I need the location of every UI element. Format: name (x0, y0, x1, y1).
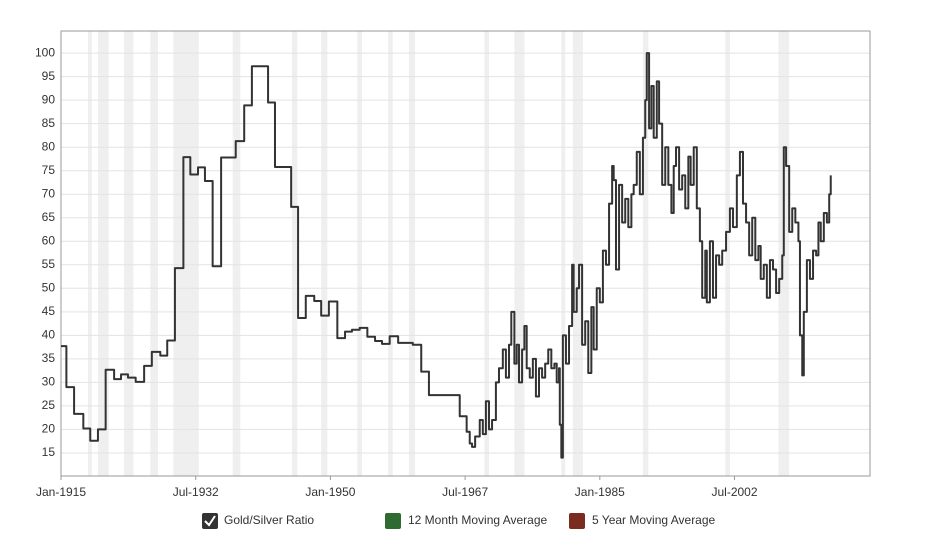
y-tick-label: 15 (42, 445, 56, 459)
y-tick-label: 20 (42, 422, 56, 436)
y-tick-label: 60 (42, 233, 56, 247)
shaded-range (124, 31, 134, 476)
plot-border (60, 30, 871, 477)
shaded-range (388, 31, 393, 476)
x-tick-label: Jan-1915 (36, 485, 86, 499)
x-tick-label: Jul-1967 (442, 485, 488, 499)
shaded-range (572, 31, 583, 476)
y-tick-label: 100 (35, 45, 55, 59)
x-tick-label: Jan-1985 (575, 485, 625, 499)
y-tick-label: 50 (42, 280, 56, 294)
shaded-range (408, 31, 416, 476)
legend-checkbox[interactable] (202, 513, 218, 529)
y-tick-label: 65 (42, 210, 56, 224)
data-line (61, 52, 832, 459)
shaded-range (87, 31, 92, 476)
y-tick-label: 25 (42, 398, 56, 412)
y-tick-label: 80 (42, 139, 56, 153)
y-tick-label: 55 (42, 257, 56, 271)
legend-label: Gold/Silver Ratio (224, 513, 314, 527)
y-tick-label: 85 (42, 116, 56, 130)
x-tick-label: Jul-2002 (712, 485, 758, 499)
shaded-range (232, 31, 241, 476)
y-tick-label: 70 (42, 186, 56, 200)
shaded-range (321, 31, 328, 476)
y-tick-label: 90 (42, 92, 56, 106)
shaded-range (561, 31, 566, 476)
y-tick-label: 75 (42, 163, 56, 177)
shaded-range (97, 31, 109, 476)
legend-swatch[interactable] (385, 513, 401, 529)
legend-label: 12 Month Moving Average (408, 513, 548, 527)
y-tick-label: 30 (42, 375, 56, 389)
x-tick-label: Jan-1950 (305, 485, 355, 499)
legend-swatch[interactable] (569, 513, 585, 529)
shaded-range (173, 31, 199, 476)
x-tick-label: Jul-1932 (173, 485, 219, 499)
y-tick-label: 95 (42, 69, 56, 83)
y-tick-label: 45 (42, 304, 56, 318)
shaded-range (484, 31, 489, 476)
shaded-range (150, 31, 158, 476)
y-tick-label: 35 (42, 351, 56, 365)
shaded-range (514, 31, 525, 476)
shaded-range (642, 31, 649, 476)
shaded-range (725, 31, 730, 476)
legend-label: 5 Year Moving Average (592, 513, 716, 527)
shaded-range (357, 31, 362, 476)
y-tick-label: 40 (42, 328, 56, 342)
shaded-range (291, 31, 298, 476)
check-mark (204, 515, 216, 527)
